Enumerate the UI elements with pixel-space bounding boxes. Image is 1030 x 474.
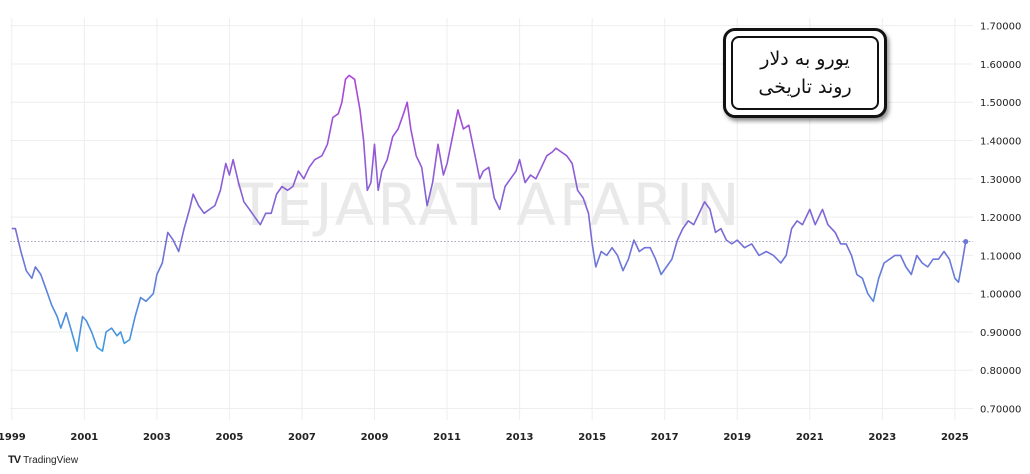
title-line-1: یورو به دلار — [760, 48, 850, 70]
x-tick-label: 2007 — [288, 432, 316, 443]
tradingview-brand: TV TradingView — [8, 454, 78, 466]
y-tick-label: 1.10000 — [980, 251, 1021, 262]
title-line-2: روند تاریخی — [758, 76, 852, 98]
y-tick-label: 0.70000 — [980, 405, 1021, 416]
y-tick-label: 1.50000 — [980, 98, 1021, 109]
x-tick-label: 2025 — [941, 432, 969, 443]
x-tick-label: 1999 — [0, 432, 26, 443]
x-tick-label: 2013 — [506, 432, 534, 443]
eur-usd-line — [11, 74, 967, 352]
x-tick-label: 2011 — [433, 432, 461, 443]
x-tick-label: 2003 — [143, 432, 171, 443]
y-tick-label: 1.40000 — [980, 137, 1021, 148]
watermark-text: TEJARAT AFARIN — [236, 171, 742, 239]
x-tick-label: 2021 — [796, 432, 824, 443]
y-tick-label: 1.00000 — [980, 290, 1021, 301]
x-tick-label: 2015 — [578, 432, 606, 443]
x-tick-label: 2023 — [868, 432, 896, 443]
y-axis: 0.70000 0.80000 0.90000 1.00000 1.10000 1.200… — [980, 22, 1021, 416]
x-tick-label: 2001 — [70, 432, 98, 443]
x-tick-label: 2019 — [723, 432, 751, 443]
title-box: یورو به دلار روند تاریخی — [723, 28, 887, 118]
x-tick-label: 2009 — [361, 432, 389, 443]
tradingview-logo-icon: TV — [8, 454, 21, 466]
y-tick-label: 0.80000 — [980, 366, 1021, 377]
y-tick-label: 1.30000 — [980, 175, 1021, 186]
y-tick-label: 1.60000 — [980, 60, 1021, 71]
x-tick-label: 2005 — [216, 432, 244, 443]
x-tick-label: 2017 — [651, 432, 679, 443]
tradingview-name: TradingView — [23, 454, 79, 466]
grid-lines — [10, 18, 973, 420]
last-price-point — [963, 238, 969, 245]
y-tick-label: 0.90000 — [980, 328, 1021, 339]
y-tick-label: 1.20000 — [980, 213, 1021, 224]
y-tick-label: 1.70000 — [980, 22, 1021, 33]
title-inner-frame: یورو به دلار روند تاریخی — [731, 36, 879, 110]
x-axis: 1999 2001 2003 2005 2007 2009 2011 2013 2015 2017… — [0, 432, 969, 443]
